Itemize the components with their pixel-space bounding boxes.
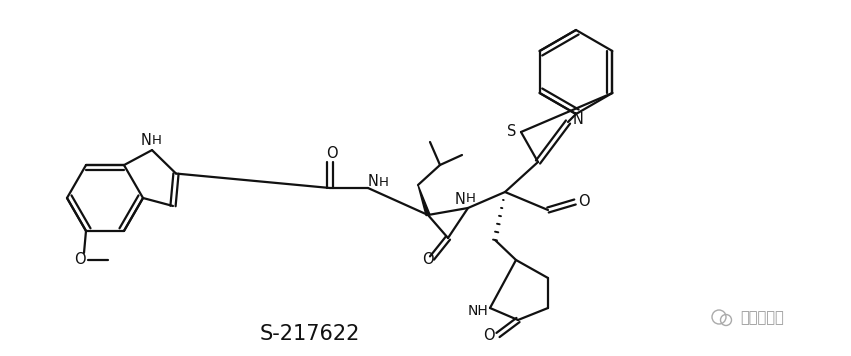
- Text: N: N: [454, 192, 465, 206]
- Text: O: O: [326, 147, 338, 162]
- Text: O: O: [483, 329, 494, 344]
- Text: H: H: [379, 176, 389, 188]
- Text: N: N: [368, 174, 379, 189]
- Text: 凯菜英药闻: 凯菜英药闻: [740, 310, 784, 325]
- Text: N: N: [140, 132, 151, 148]
- Text: NH: NH: [468, 304, 488, 318]
- Text: O: O: [74, 252, 86, 267]
- Text: O: O: [422, 252, 434, 267]
- Polygon shape: [418, 185, 430, 216]
- Text: S: S: [507, 124, 517, 138]
- Text: O: O: [578, 194, 590, 209]
- Text: N: N: [573, 112, 584, 127]
- Text: H: H: [152, 134, 162, 147]
- Text: S-217622: S-217622: [260, 324, 360, 344]
- Text: H: H: [466, 193, 476, 205]
